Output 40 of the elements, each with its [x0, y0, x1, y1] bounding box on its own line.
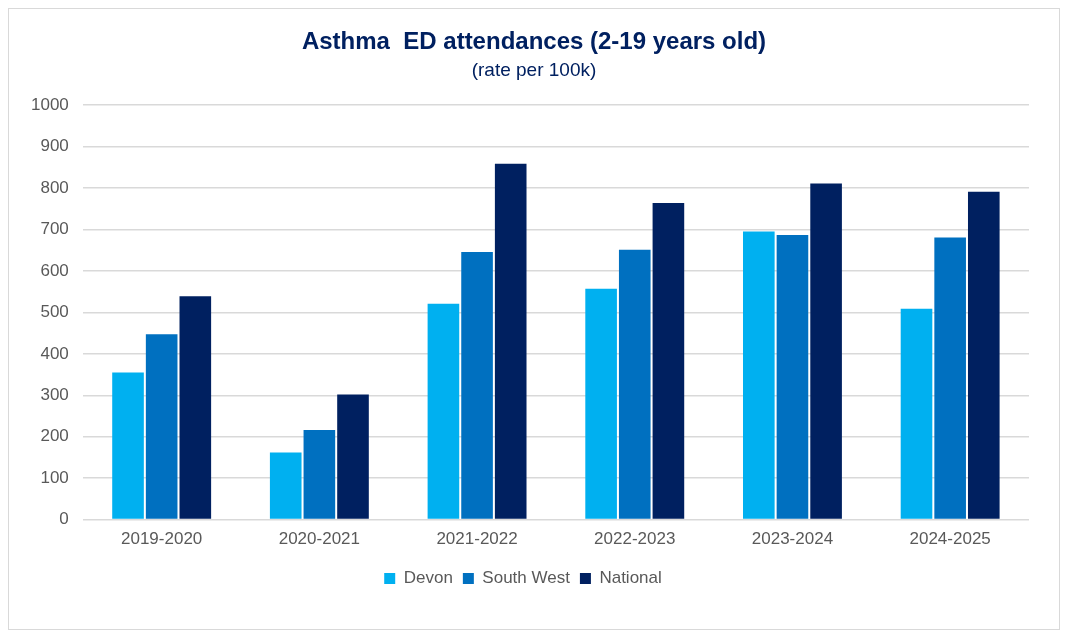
y-tick-label: 200	[40, 426, 69, 446]
y-tick-label: 400	[40, 343, 69, 363]
y-tick-label: 500	[40, 302, 69, 322]
y-tick-label: 300	[40, 384, 69, 404]
chart-title: Asthma ED attendances (2-19 years old)	[300, 27, 768, 55]
bar	[652, 203, 685, 519]
bar	[269, 452, 302, 519]
y-tick-label: 100	[40, 467, 69, 487]
y-tick-label: 0	[59, 509, 69, 529]
bar	[776, 234, 809, 519]
chart-subtitle: (rate per 100k)	[470, 59, 598, 81]
bar	[618, 249, 651, 519]
y-tick-label: 700	[40, 219, 69, 239]
bar	[494, 163, 527, 519]
bar	[743, 231, 775, 519]
x-tick-label: 2019-2020	[121, 529, 203, 549]
legend-label: Devon	[403, 568, 453, 588]
bar	[303, 430, 336, 519]
bar	[112, 372, 144, 519]
y-tick-label: 600	[40, 260, 69, 280]
y-tick-label: 800	[40, 177, 69, 197]
bar	[337, 394, 369, 519]
y-tick-label: 900	[40, 136, 69, 156]
legend-label: South West	[482, 568, 571, 588]
bar	[967, 191, 1000, 519]
x-tick-label: 2021-2022	[436, 529, 518, 549]
bar	[427, 303, 460, 519]
bar	[145, 334, 178, 519]
bar	[585, 288, 617, 519]
x-tick-label: 2022-2023	[594, 529, 676, 549]
bar	[810, 183, 842, 519]
bar	[934, 237, 966, 519]
x-tick-label: 2023-2024	[751, 529, 834, 549]
y-tick-label: 1000	[30, 94, 69, 114]
bar	[461, 251, 493, 519]
bar	[179, 296, 212, 519]
x-tick-label: 2020-2021	[278, 529, 361, 549]
x-tick-label: 2024-2025	[909, 529, 991, 549]
bar	[900, 308, 933, 519]
legend-label: National	[599, 568, 662, 588]
